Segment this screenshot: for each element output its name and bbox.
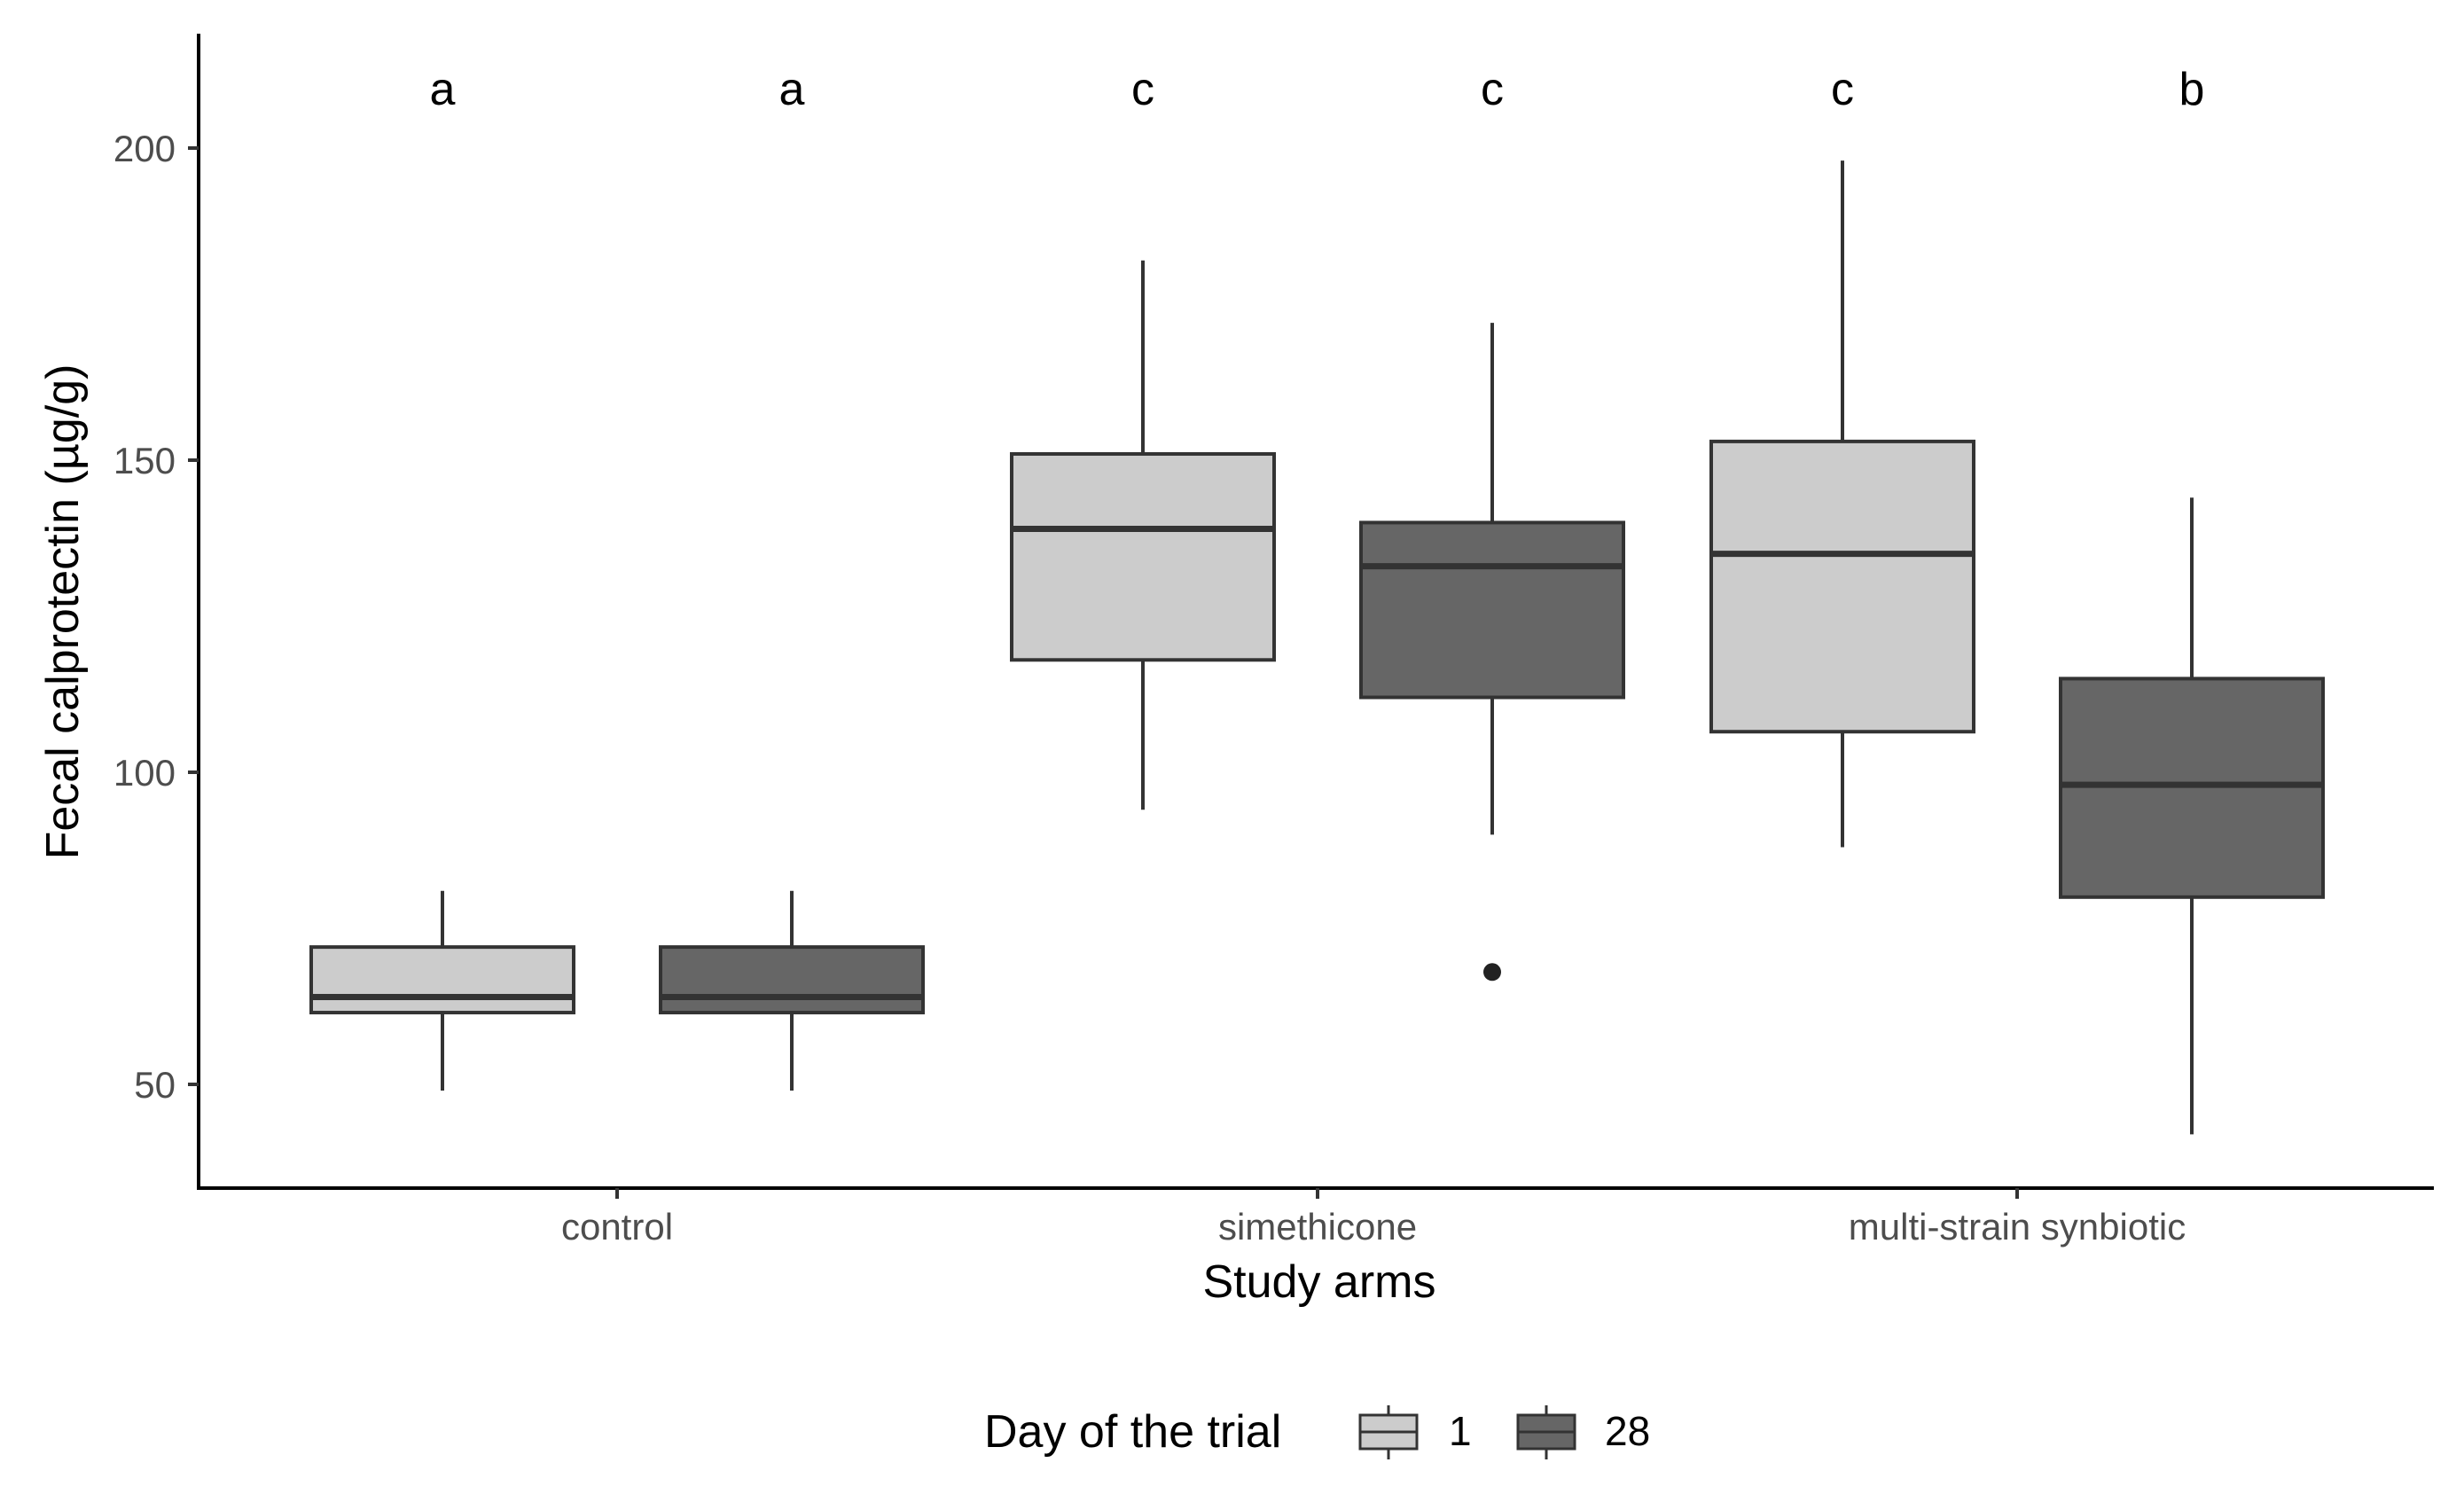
- x-tick-label: multi-strain synbiotic: [1849, 1206, 2186, 1248]
- legend-key-day-1: [1358, 1405, 1419, 1459]
- legend-label-28: 28: [1605, 1408, 1650, 1454]
- significance-letter: a: [430, 64, 456, 115]
- legend-key-day-28: [1516, 1405, 1576, 1459]
- significance-letter: b: [2179, 64, 2205, 115]
- significance-letter: c: [1481, 64, 1504, 115]
- significance-letter: c: [1831, 64, 1854, 115]
- significance-letter: c: [1131, 64, 1154, 115]
- y-tick-label: 150: [113, 440, 176, 481]
- box-multi-strain-synbiotic-day-1: c: [1709, 64, 1975, 848]
- legend: Day of the trial 1 28: [984, 1405, 1650, 1459]
- legend-label-1: 1: [1449, 1408, 1472, 1454]
- x-tick-label: simethicone: [1218, 1206, 1417, 1248]
- y-tick-label: 200: [113, 128, 176, 169]
- y-tick-label: 50: [134, 1064, 176, 1106]
- box-iqr: [1010, 451, 1276, 662]
- box-control-day-28: a: [659, 64, 925, 1091]
- box-simethicone-day-1: c: [1010, 64, 1276, 810]
- significance-letter: a: [779, 64, 805, 115]
- x-axis-ticks: control simethicone multi-strain synbiotic: [561, 1188, 2186, 1248]
- legend-title: Day of the trial: [984, 1406, 1281, 1458]
- box-iqr: [2059, 677, 2325, 899]
- box-iqr: [1709, 439, 1975, 734]
- outlier-point: [1483, 963, 1501, 982]
- box-multi-strain-synbiotic-day-28: b: [2059, 64, 2325, 1135]
- y-tick-label: 100: [113, 752, 176, 794]
- box-control-day-1: a: [309, 64, 575, 1091]
- y-axis-ticks: 50 100 150 200: [113, 128, 199, 1106]
- box-iqr: [659, 945, 925, 1015]
- box-iqr: [309, 945, 575, 1015]
- x-axis-title: Study arms: [1203, 1256, 1436, 1308]
- box-simethicone-day-28: c: [1359, 64, 1625, 982]
- box-iqr: [1359, 520, 1625, 700]
- x-tick-label: control: [561, 1206, 673, 1248]
- y-axis-title: Fecal calprotectin (µg/g): [37, 364, 89, 860]
